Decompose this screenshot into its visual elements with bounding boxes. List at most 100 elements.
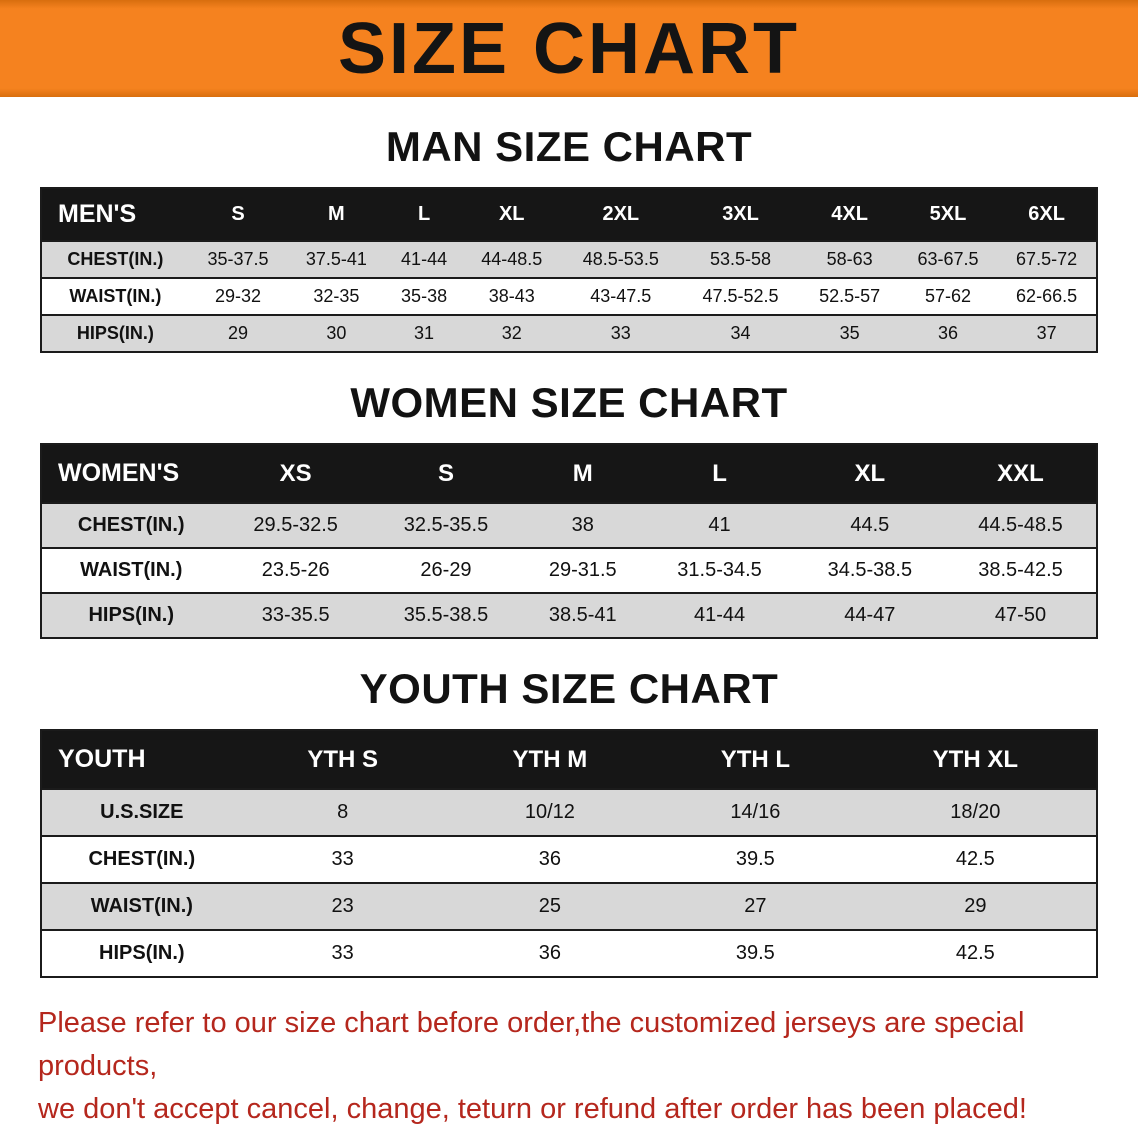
- size-value-cell: 37.5-41: [287, 240, 386, 278]
- size-value-cell: 53.5-58: [680, 240, 801, 278]
- table-header-row: YOUTH YTH S YTH M YTH L YTH XL: [41, 730, 1097, 789]
- size-value-cell: 42.5: [854, 835, 1097, 883]
- size-value-cell: 33: [560, 314, 681, 352]
- size-column-header: L: [385, 188, 463, 241]
- table-title-cell: MEN'S: [41, 188, 189, 241]
- size-column-header: S: [370, 444, 522, 503]
- size-column-header: S: [188, 188, 288, 241]
- table-row: WAIST(IN.) 29-32 32-35 35-38 38-43 43-47.5 47.…: [41, 277, 1097, 315]
- size-value-cell: 41-44: [644, 592, 795, 638]
- size-value-cell: 10/12: [443, 788, 657, 836]
- size-value-cell: 30: [287, 314, 386, 352]
- size-value-cell: 57-62: [898, 277, 998, 315]
- size-value-cell: 33: [241, 929, 444, 977]
- size-value-cell: 52.5-57: [800, 277, 899, 315]
- size-value-cell: 36: [898, 314, 998, 352]
- size-value-cell: 34: [680, 314, 801, 352]
- table-header-row: WOMEN'S XS S M L XL XXL: [41, 444, 1097, 503]
- size-value-cell: 31.5-34.5: [644, 547, 795, 593]
- size-value-cell: 32-35: [287, 277, 386, 315]
- size-value-cell: 44-47: [794, 592, 945, 638]
- table-title-cell: WOMEN'S: [41, 444, 221, 503]
- size-value-cell: 18/20: [854, 788, 1097, 836]
- table-row: HIPS(IN.) 29 30 31 32 33 34 35 36 37: [41, 314, 1097, 352]
- women-chart-heading: WOMEN SIZE CHART: [350, 379, 788, 426]
- row-label-cell: CHEST(IN.): [41, 240, 189, 278]
- table-row: CHEST(IN.) 33 36 39.5 42.5: [41, 835, 1097, 883]
- banner: SIZE CHART: [0, 0, 1138, 97]
- size-value-cell: 8: [241, 788, 444, 836]
- men-chart-heading: MAN SIZE CHART: [385, 123, 753, 170]
- size-column-header: XXL: [945, 444, 1097, 503]
- size-column-header: YTH XL: [854, 730, 1097, 789]
- table-title-cell: YOUTH: [41, 730, 242, 789]
- men-size-table: MEN'S S M L XL 2XL 3XL 4XL 5XL 6XL CHEST(IN.) 35-37…: [40, 187, 1098, 353]
- disclaimer-line-2: we don't accept cancel, change, teturn o…: [38, 1092, 1027, 1125]
- size-value-cell: 39.5: [656, 929, 855, 977]
- row-label-cell: CHEST(IN.): [41, 502, 221, 548]
- size-value-cell: 38.5-41: [521, 592, 645, 638]
- size-value-cell: 25: [443, 882, 657, 930]
- size-column-header: M: [287, 188, 386, 241]
- size-value-cell: 29: [854, 882, 1097, 930]
- size-value-cell: 47-50: [945, 592, 1097, 638]
- youth-chart-heading: YOUTH SIZE CHART: [359, 665, 779, 712]
- youth-size-section: YOUTH SIZE CHART YOUTH YTH S YTH M YTH L YTH…: [0, 639, 1138, 978]
- size-column-header: M: [521, 444, 645, 503]
- table-row: CHEST(IN.) 35-37.5 37.5-41 41-44 44-48.5 48.5…: [41, 240, 1097, 278]
- size-value-cell: 27: [656, 882, 855, 930]
- size-value-cell: 58-63: [800, 240, 899, 278]
- table-header-row: MEN'S S M L XL 2XL 3XL 4XL 5XL 6XL: [41, 188, 1097, 241]
- size-value-cell: 33: [241, 835, 444, 883]
- size-value-cell: 44.5-48.5: [945, 502, 1097, 548]
- size-value-cell: 48.5-53.5: [560, 240, 681, 278]
- size-value-cell: 38: [521, 502, 645, 548]
- size-value-cell: 23.5-26: [220, 547, 371, 593]
- size-value-cell: 35: [800, 314, 899, 352]
- size-column-header: XL: [794, 444, 945, 503]
- size-value-cell: 37: [997, 314, 1097, 352]
- size-value-cell: 43-47.5: [560, 277, 681, 315]
- size-value-cell: 35-37.5: [188, 240, 288, 278]
- size-value-cell: 44-48.5: [462, 240, 561, 278]
- size-value-cell: 26-29: [370, 547, 522, 593]
- size-value-cell: 44.5: [794, 502, 945, 548]
- women-size-section: WOMEN SIZE CHART WOMEN'S XS S M L XL XXL CHEST(…: [0, 353, 1138, 639]
- size-value-cell: 41-44: [385, 240, 463, 278]
- table-row: WAIST(IN.) 23.5-26 26-29 29-31.5 31.5-34.5 34…: [41, 547, 1097, 593]
- table-row: CHEST(IN.) 29.5-32.5 32.5-35.5 38 41 44.5 44.5…: [41, 502, 1097, 548]
- page-title: SIZE CHART: [338, 8, 800, 89]
- size-column-header: XL: [462, 188, 561, 241]
- size-value-cell: 33-35.5: [220, 592, 371, 638]
- size-column-header: YTH L: [656, 730, 855, 789]
- size-value-cell: 38.5-42.5: [945, 547, 1097, 593]
- table-row: WAIST(IN.) 23 25 27 29: [41, 882, 1097, 930]
- size-value-cell: 14/16: [656, 788, 855, 836]
- size-column-header: 6XL: [997, 188, 1097, 241]
- size-value-cell: 42.5: [854, 929, 1097, 977]
- size-value-cell: 29-31.5: [521, 547, 645, 593]
- row-label-cell: U.S.SIZE: [41, 788, 242, 836]
- size-value-cell: 36: [443, 835, 657, 883]
- size-value-cell: 32: [462, 314, 561, 352]
- size-value-cell: 39.5: [656, 835, 855, 883]
- size-value-cell: 29.5-32.5: [220, 502, 371, 548]
- size-value-cell: 35.5-38.5: [370, 592, 522, 638]
- size-column-header: 5XL: [898, 188, 998, 241]
- size-column-header: L: [644, 444, 795, 503]
- size-value-cell: 31: [385, 314, 463, 352]
- size-column-header: XS: [220, 444, 371, 503]
- table-row: U.S.SIZE 8 10/12 14/16 18/20: [41, 788, 1097, 836]
- size-column-header: YTH S: [241, 730, 444, 789]
- size-value-cell: 36: [443, 929, 657, 977]
- row-label-cell: WAIST(IN.): [41, 882, 242, 930]
- size-value-cell: 23: [241, 882, 444, 930]
- size-value-cell: 47.5-52.5: [680, 277, 801, 315]
- row-label-cell: CHEST(IN.): [41, 835, 242, 883]
- size-value-cell: 32.5-35.5: [370, 502, 522, 548]
- youth-size-table: YOUTH YTH S YTH M YTH L YTH XL U.S.SIZE 8 10/12…: [40, 729, 1098, 978]
- disclaimer-line-1: Please refer to our size chart before or…: [38, 1007, 1025, 1082]
- size-value-cell: 62-66.5: [997, 277, 1097, 315]
- size-value-cell: 34.5-38.5: [794, 547, 945, 593]
- size-value-cell: 38-43: [462, 277, 561, 315]
